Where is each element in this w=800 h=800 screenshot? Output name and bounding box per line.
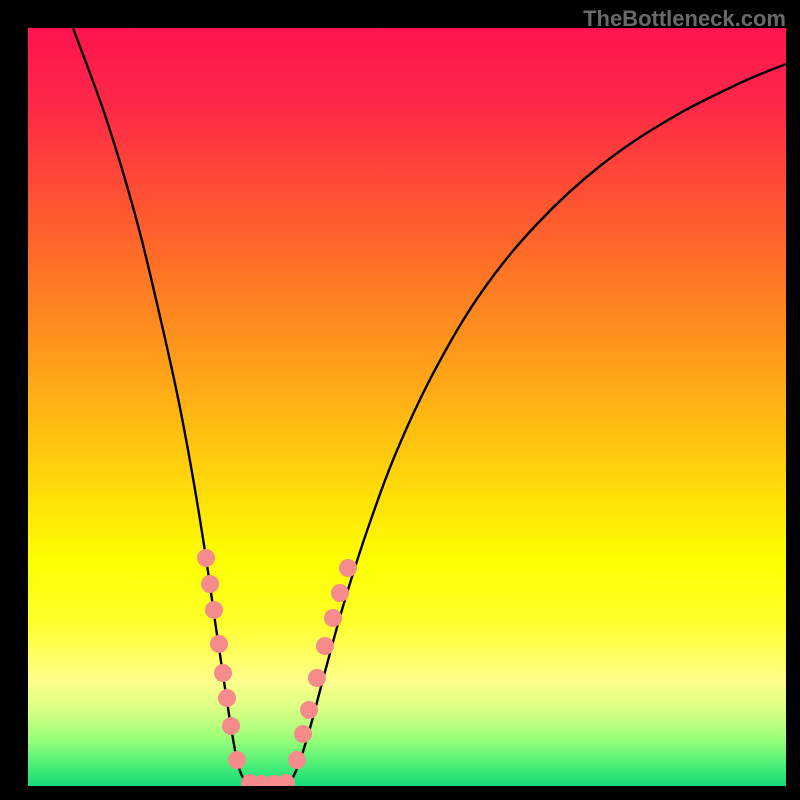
data-marker <box>205 601 223 619</box>
data-marker <box>201 575 219 593</box>
chart-container: TheBottleneck.com <box>0 0 800 800</box>
data-marker <box>288 751 306 769</box>
plot-svg <box>28 28 786 786</box>
plot-background <box>28 28 786 786</box>
data-marker <box>197 549 215 567</box>
plot-area <box>28 28 786 786</box>
data-marker <box>214 664 232 682</box>
data-marker <box>316 637 334 655</box>
data-marker <box>324 609 342 627</box>
data-marker <box>339 559 357 577</box>
data-marker <box>294 725 312 743</box>
data-marker <box>218 689 236 707</box>
data-marker <box>300 701 318 719</box>
data-marker <box>222 717 240 735</box>
data-marker <box>228 751 246 769</box>
data-marker <box>210 635 228 653</box>
data-marker <box>331 584 349 602</box>
data-marker <box>308 669 326 687</box>
